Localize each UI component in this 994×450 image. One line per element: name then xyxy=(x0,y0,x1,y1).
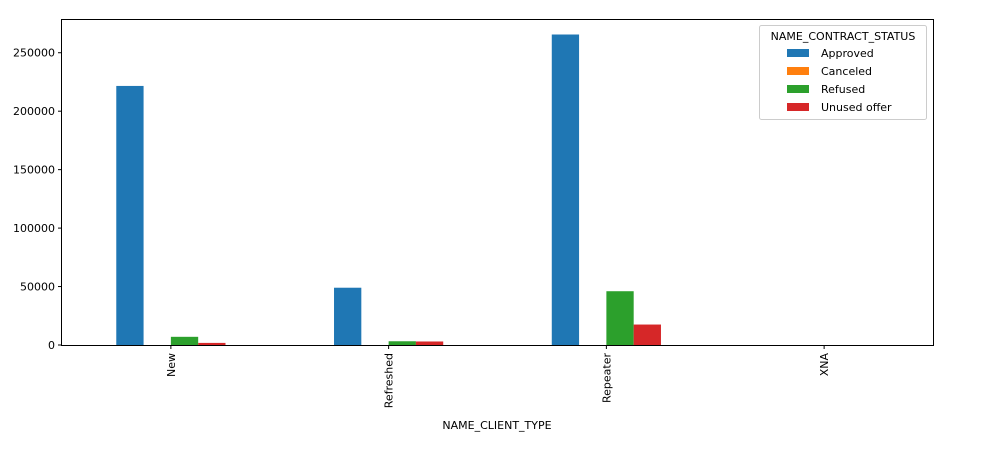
legend-swatch-unused-offer xyxy=(787,103,809,111)
legend-swatch-approved xyxy=(787,49,809,57)
x-tick-label-new: New xyxy=(165,353,178,377)
bar-refreshed-approved xyxy=(334,287,362,345)
legend-label-approved: Approved xyxy=(821,47,874,60)
legend-label-canceled: Canceled xyxy=(821,65,872,78)
bar-repeater-refused xyxy=(606,291,634,345)
legend-title: NAME_CONTRACT_STATUS xyxy=(771,30,916,43)
bar-refreshed-refused xyxy=(388,341,416,345)
y-tick-label-200000: 200000 xyxy=(13,105,55,118)
x-tick-label-refreshed: Refreshed xyxy=(383,353,396,408)
legend: NAME_CONTRACT_STATUS Approved Canceled Ref… xyxy=(759,25,927,120)
y-tick-label-50000: 50000 xyxy=(20,281,55,294)
y-tick-label-100000: 100000 xyxy=(13,222,55,235)
bar-new-approved xyxy=(116,85,144,345)
y-axis: 0 50000 100000 150000 200000 250000 xyxy=(13,47,62,352)
legend-items: Approved Canceled Refused Unused offer xyxy=(787,47,892,114)
x-axis: New Refreshed Repeater XNA xyxy=(165,345,831,408)
legend-label-unused-offer: Unused offer xyxy=(821,101,892,114)
bar-repeater-approved xyxy=(551,34,580,345)
x-tick-label-repeater: Repeater xyxy=(600,353,613,403)
bar-new-unused-offer xyxy=(198,342,226,345)
bar-new-refused xyxy=(170,336,199,345)
plot-frame xyxy=(61,19,934,346)
legend-swatch-canceled xyxy=(787,67,809,75)
y-tick-label-150000: 150000 xyxy=(13,164,55,177)
x-tick-label-xna: XNA xyxy=(818,353,831,377)
y-tick-label-250000: 250000 xyxy=(13,47,55,60)
x-axis-label: NAME_CLIENT_TYPE xyxy=(442,419,551,432)
bar-repeater-unused-offer xyxy=(633,324,661,345)
bars-layer xyxy=(116,34,661,345)
bar-refreshed-unused-offer xyxy=(415,341,444,345)
legend-label-refused: Refused xyxy=(821,83,865,96)
y-tick-label-0: 0 xyxy=(48,339,55,352)
legend-swatch-refused xyxy=(787,85,809,93)
